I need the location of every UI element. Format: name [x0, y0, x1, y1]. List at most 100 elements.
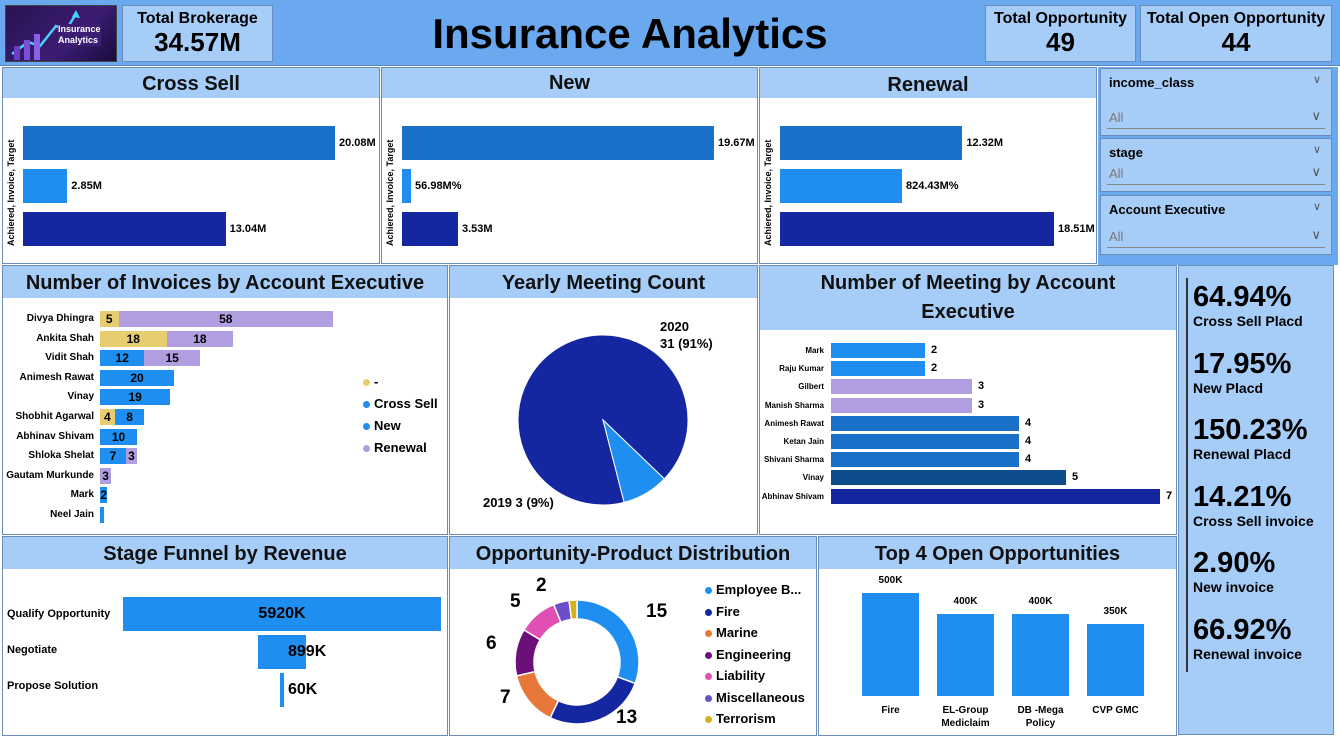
slicer-title: income_class	[1109, 75, 1195, 90]
card-label: Total Open Opportunity	[1146, 10, 1326, 27]
legend-item: Fire	[705, 604, 740, 619]
card-value: 34.57M	[154, 27, 241, 57]
invoice-segment	[118, 311, 334, 327]
invoice-segment	[100, 467, 112, 484]
bar-label: 13.04M	[229, 223, 267, 235]
pie-slice-2019	[602, 418, 666, 503]
page-title: Insurance Analytics	[432, 10, 828, 57]
bar-label: 56.98M%	[415, 180, 462, 192]
segment-label: 58	[219, 312, 233, 326]
invoices-panel: Number of Invoices by Account Executive …	[2, 265, 448, 535]
panel-title: Number of Meeting by Account Executive	[760, 266, 1176, 330]
legend-dot-icon	[705, 673, 712, 681]
meeting-bar	[831, 452, 1019, 468]
donut-label: 15	[646, 601, 668, 622]
funnel-label: 5920K	[258, 605, 306, 622]
kpi-item: 14.21% Cross Sell invoice	[1193, 482, 1314, 530]
invoice-segment	[100, 428, 137, 445]
stage-dropdown[interactable]: All ∨	[1107, 161, 1325, 185]
card-value: 44	[1221, 27, 1251, 57]
meetings-panel: Number of Meeting by Account Executive Ma…	[759, 265, 1177, 535]
legend-label: Fire	[716, 603, 740, 619]
total-open-opportunity-card: Total Open Opportunity 44	[1140, 5, 1332, 62]
funnel-stage-label: Negotiate	[7, 644, 58, 656]
legend-dot-icon	[363, 379, 370, 387]
chevron-down-icon[interactable]: ∨	[1312, 201, 1321, 213]
donut-label: 2	[536, 575, 547, 596]
target-bar	[780, 169, 902, 203]
account-executive-dropdown[interactable]: All ∨	[1107, 224, 1325, 248]
chevron-down-icon[interactable]: ∨	[1311, 227, 1321, 242]
account-executive-slicer[interactable]: Account Executive ∨ All ∨	[1100, 195, 1332, 255]
slicer-title: Account Executive	[1109, 202, 1226, 217]
donut-slice	[568, 599, 578, 621]
category-label-line: EL-Group	[942, 705, 989, 716]
legend-label: Cross Sell	[374, 396, 438, 411]
bar-label: 4	[1025, 435, 1032, 447]
legend-item: Liability	[705, 668, 765, 683]
bar-label: 400K	[1028, 595, 1053, 607]
legend-label: Employee B...	[716, 582, 802, 597]
category-label: DB -Mega Policy	[997, 704, 1084, 730]
new-panel: New Achiered, Invoice, Target 19.67M 56.9…	[381, 67, 758, 264]
row-label: Manish Sharma	[764, 400, 824, 410]
bar-label: 12.32M	[966, 137, 1004, 149]
bar-label: 350K	[1103, 605, 1128, 617]
category-label-line: Policy	[1025, 718, 1056, 729]
stage-slicer[interactable]: stage ∨ All ∨	[1100, 138, 1332, 192]
row-label: Vinay	[802, 473, 824, 483]
target-bar	[780, 126, 963, 160]
bar-label: 3	[978, 380, 985, 393]
meeting-bar	[831, 379, 972, 395]
kpi-label: Renewal Placd	[1193, 446, 1292, 462]
segment-label: 3	[102, 468, 109, 483]
legend-dot-icon	[705, 716, 712, 724]
income-class-dropdown[interactable]: All ∨	[1107, 105, 1325, 129]
kpi-label: New Placd	[1193, 379, 1264, 396]
chevron-down-icon[interactable]: ∨	[1312, 74, 1321, 86]
legend-item: Miscellaneous	[705, 690, 805, 705]
legend-label: -	[374, 374, 379, 389]
target-bar	[23, 212, 226, 246]
invoice-segment	[125, 448, 137, 465]
meeting-bar	[831, 343, 925, 358]
funnel-stage-label: Propose Solution	[7, 680, 99, 692]
legend-item: Engineering	[705, 647, 791, 662]
segment-label: 15	[165, 351, 179, 366]
invoice-segment	[100, 507, 104, 523]
chevron-down-icon[interactable]: ∨	[1311, 164, 1321, 179]
legend-dot-icon	[705, 694, 712, 702]
opportunity-bar	[1087, 623, 1144, 696]
panel-title: Number of Invoices by Account Executive	[3, 266, 447, 298]
category-label-line: CVP GMC	[1092, 705, 1139, 716]
bar-label: 7	[1166, 489, 1173, 502]
segment-label: 7	[109, 449, 117, 464]
target-bar	[402, 126, 714, 160]
bar-label: 19.67M	[718, 137, 755, 149]
legend-label: Marine	[716, 625, 758, 640]
segment-label: 12	[115, 351, 129, 366]
kpi-value: 150.23%	[1193, 414, 1308, 446]
invoice-segment	[114, 409, 145, 425]
renewal-panel: Renewal Achiered, Invoice, Target 12.32M…	[759, 67, 1097, 264]
kpi-panel: 64.94% Cross Sell Placd 17.95% New Placd 150…	[1178, 265, 1334, 735]
legend-label: New	[374, 418, 401, 433]
row-label: Abhinav Shivam	[761, 491, 824, 501]
income-class-slicer[interactable]: income_class ∨ All ∨	[1100, 68, 1332, 136]
panel-title: Cross Sell	[3, 68, 379, 98]
chevron-down-icon[interactable]: ∨	[1311, 108, 1321, 123]
kpi-label: New invoice	[1193, 579, 1274, 595]
category-label-line: Fire	[881, 705, 900, 716]
row-label: Ankita Shah	[36, 332, 94, 344]
legend-label: Renewal	[374, 440, 427, 455]
invoice-segment	[166, 330, 234, 347]
invoice-segment	[100, 409, 115, 425]
legend-dot-icon	[363, 401, 370, 409]
chevron-down-icon[interactable]: ∨	[1312, 144, 1321, 156]
bar-label: 2	[931, 362, 938, 375]
legend-dot-icon	[705, 651, 712, 659]
legend-item: New	[363, 418, 401, 433]
row-label: Gautam Murkunde	[6, 469, 94, 481]
legend-item: Employee B...	[705, 582, 801, 597]
yearly-meeting-panel: Yearly Meeting Count 2020 31 (91%) 2019 3…	[449, 265, 758, 535]
